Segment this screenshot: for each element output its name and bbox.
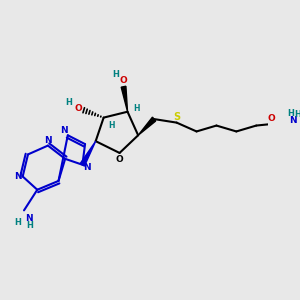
Text: H: H	[66, 98, 73, 107]
Text: N: N	[60, 126, 68, 135]
Text: N: N	[44, 136, 52, 145]
Text: O: O	[74, 104, 82, 113]
Polygon shape	[138, 117, 156, 135]
Text: H: H	[108, 122, 115, 130]
Text: N: N	[289, 116, 297, 125]
Polygon shape	[121, 86, 127, 112]
Text: H: H	[26, 220, 33, 230]
Text: H: H	[287, 109, 294, 118]
Text: H: H	[134, 104, 140, 113]
Polygon shape	[80, 141, 96, 166]
Text: O: O	[116, 155, 123, 164]
Text: H: H	[294, 110, 300, 119]
Text: O: O	[268, 114, 275, 123]
Text: N: N	[14, 172, 22, 181]
Text: O: O	[119, 76, 127, 85]
Text: H: H	[112, 70, 119, 79]
Text: N: N	[83, 163, 91, 172]
Text: H: H	[15, 218, 22, 227]
Text: N: N	[25, 214, 33, 223]
Text: S: S	[174, 112, 181, 122]
